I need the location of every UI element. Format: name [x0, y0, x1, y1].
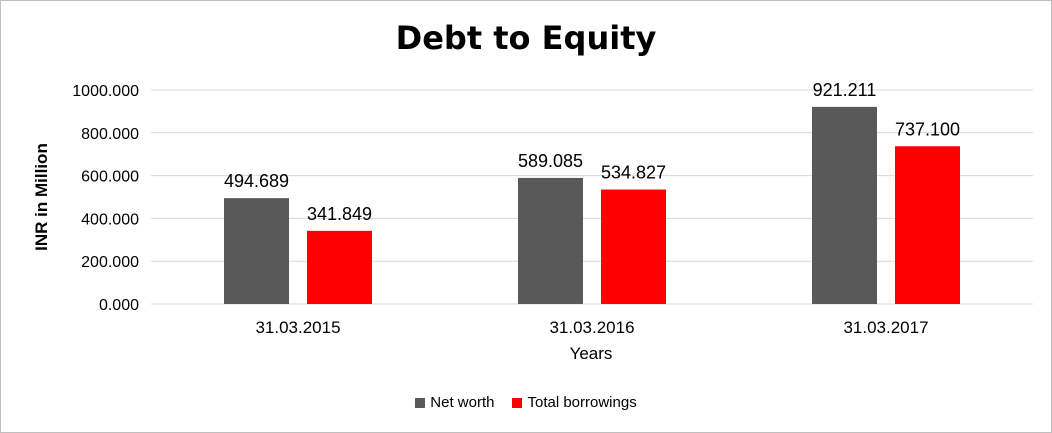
data-label: 921.211 [813, 80, 877, 100]
bar [518, 177, 583, 304]
legend-item-net-worth: Net worth [415, 394, 494, 411]
y-tick-label: 200.000 [81, 254, 139, 271]
legend: Net worth Total borrowings [1, 394, 1051, 411]
x-tick-label: 31.03.2015 [255, 318, 340, 337]
bar [812, 106, 877, 305]
data-label: 534.827 [601, 163, 666, 183]
y-axis-title: INR in Million [32, 143, 51, 251]
legend-label-net-worth: Net worth [430, 394, 495, 411]
y-tick-labels: 0.000 200.000 400.000 600.000 800.000 1000.00… [72, 83, 139, 314]
legend-swatch-net-worth [415, 397, 426, 408]
data-label: 589.085 [518, 151, 583, 171]
y-tick-label: 400.000 [81, 211, 139, 228]
legend-label-total-borrowings: Total borrowings [527, 394, 637, 411]
chart-title: Debt to Equity [395, 19, 657, 57]
y-tick-label: 1000.000 [72, 83, 139, 100]
legend-swatch-total-borrowings [512, 397, 523, 408]
y-tick-label: 0.000 [99, 297, 139, 314]
bars [224, 106, 960, 305]
bar [224, 198, 289, 304]
data-labels: 494.689 341.849 589.085 534.827 921.211 737.1… [224, 80, 960, 224]
x-axis-title: Years [570, 344, 613, 363]
legend-item-total-borrowings: Total borrowings [512, 394, 637, 411]
x-tick-label: 31.03.2017 [843, 318, 928, 337]
data-label: 737.100 [895, 119, 960, 139]
bar [895, 146, 960, 304]
y-tick-label: 800.000 [81, 126, 139, 143]
category-labels: 31.03.2015 31.03.2016 31.03.2017 [255, 318, 928, 337]
bar [307, 230, 372, 304]
gridlines [151, 89, 1033, 305]
x-tick-label: 31.03.2016 [549, 318, 634, 337]
y-tick-label: 600.000 [81, 169, 139, 186]
bar [601, 189, 666, 304]
data-label: 341.849 [307, 204, 372, 224]
data-label: 494.689 [224, 171, 289, 191]
